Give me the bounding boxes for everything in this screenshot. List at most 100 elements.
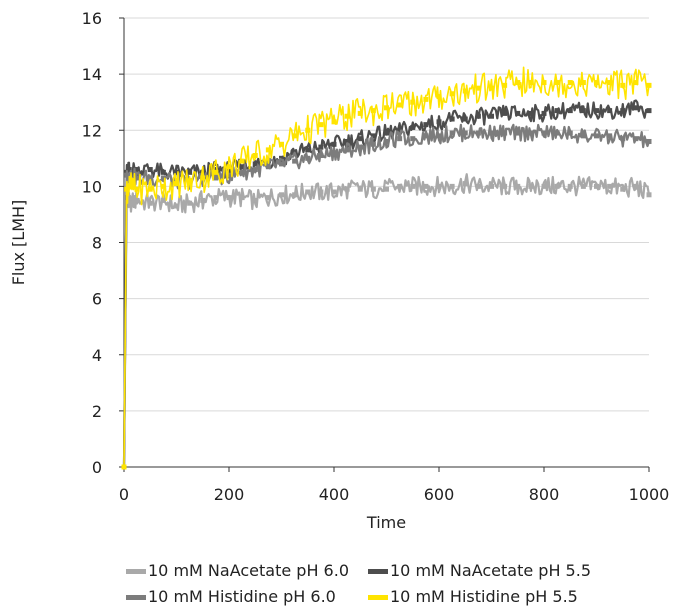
data-point: [475, 130, 481, 136]
y-tick-label: 10: [82, 177, 102, 196]
data-point: [187, 200, 193, 206]
data-point: [397, 136, 403, 142]
data-point: [554, 130, 560, 136]
data-point: [607, 133, 613, 139]
data-point: [134, 167, 140, 173]
data-point: [423, 122, 429, 128]
data-point: [646, 108, 652, 114]
x-tick-labels: 0 200 400 600 800 1000: [119, 485, 669, 504]
data-point: [357, 110, 363, 116]
data-point: [620, 108, 626, 114]
data-point: [344, 186, 350, 192]
data-point: [305, 147, 311, 153]
data-point: [384, 186, 389, 192]
y-tick-label: 14: [82, 65, 102, 84]
data-point: [462, 116, 468, 122]
data-point: [384, 130, 389, 136]
data-point: [187, 178, 193, 184]
data-point: [567, 130, 573, 136]
data-point: [580, 80, 586, 86]
data-point: [279, 192, 284, 198]
data-point: [292, 158, 298, 164]
data-point: [449, 116, 455, 122]
data-point: [594, 108, 599, 114]
data-point: [213, 195, 219, 201]
data-point: [187, 169, 193, 175]
data-point: [462, 88, 468, 94]
legend-label: 10 mM Histidine pH 6.0: [148, 587, 336, 606]
series-line: [122, 173, 651, 468]
data-point: [318, 144, 324, 150]
data-point: [265, 147, 271, 153]
data-point: [370, 186, 376, 192]
data-point: [331, 189, 337, 195]
y-tick-label: 2: [92, 402, 102, 421]
data-point: [541, 110, 547, 116]
data-point: [607, 183, 613, 189]
data-point: [200, 175, 206, 181]
data-point: [462, 130, 468, 136]
data-point: [239, 158, 245, 164]
data-point: [226, 167, 232, 173]
data-point: [580, 183, 586, 189]
data-point: [528, 183, 534, 189]
data-point: [633, 183, 639, 189]
data-point: [134, 197, 140, 203]
data-point: [423, 133, 429, 139]
data-point: [423, 183, 429, 189]
data-point: [541, 183, 547, 189]
data-point: [449, 91, 455, 97]
y-tick-label: 16: [82, 9, 102, 28]
data-point: [646, 138, 652, 144]
data-point: [489, 85, 494, 91]
data-point: [397, 183, 403, 189]
data-point: [147, 167, 153, 173]
data-point: [620, 186, 626, 192]
data-point: [567, 80, 573, 86]
data-point: [646, 192, 652, 198]
data-point: [370, 141, 376, 147]
data-point: [121, 464, 127, 470]
data-point: [620, 82, 626, 88]
data-point: [147, 175, 153, 181]
data-point: [594, 133, 599, 139]
data-point: [331, 119, 337, 125]
data-point: [475, 85, 481, 91]
data-point: [475, 113, 481, 119]
data-point: [384, 105, 389, 111]
x-tick-label: 1000: [629, 485, 670, 504]
data-point: [147, 200, 153, 206]
x-axis-title: Time: [366, 513, 406, 532]
data-point: [607, 108, 613, 114]
data-point: [174, 203, 179, 209]
x-tick-label: 200: [214, 485, 245, 504]
data-point: [646, 82, 652, 88]
data-point: [344, 113, 350, 119]
data-point: [515, 183, 521, 189]
data-point: [594, 80, 599, 86]
data-point: [449, 130, 455, 136]
data-point: [174, 169, 179, 175]
y-tick-label: 4: [92, 346, 102, 365]
data-point: [213, 175, 219, 181]
data-point: [357, 186, 363, 192]
data-point: [528, 110, 534, 116]
data-point: [528, 80, 534, 86]
data-point: [126, 172, 132, 178]
data-point: [541, 80, 547, 86]
legend-label: 10 mM NaAcetate pH 5.5: [390, 561, 591, 580]
data-point: [370, 133, 376, 139]
data-point: [305, 127, 311, 133]
data-point: [292, 192, 298, 198]
x-tick-label: 400: [319, 485, 350, 504]
data-point: [226, 164, 232, 170]
y-tick-label: 0: [92, 458, 102, 477]
x-tick-label: 800: [529, 485, 560, 504]
data-point: [633, 80, 639, 86]
data-point: [134, 175, 140, 181]
data-point: [502, 82, 508, 88]
data-point: [252, 167, 258, 173]
data-point: [515, 110, 521, 116]
y-tick-label: 6: [92, 290, 102, 309]
data-point: [126, 167, 132, 173]
